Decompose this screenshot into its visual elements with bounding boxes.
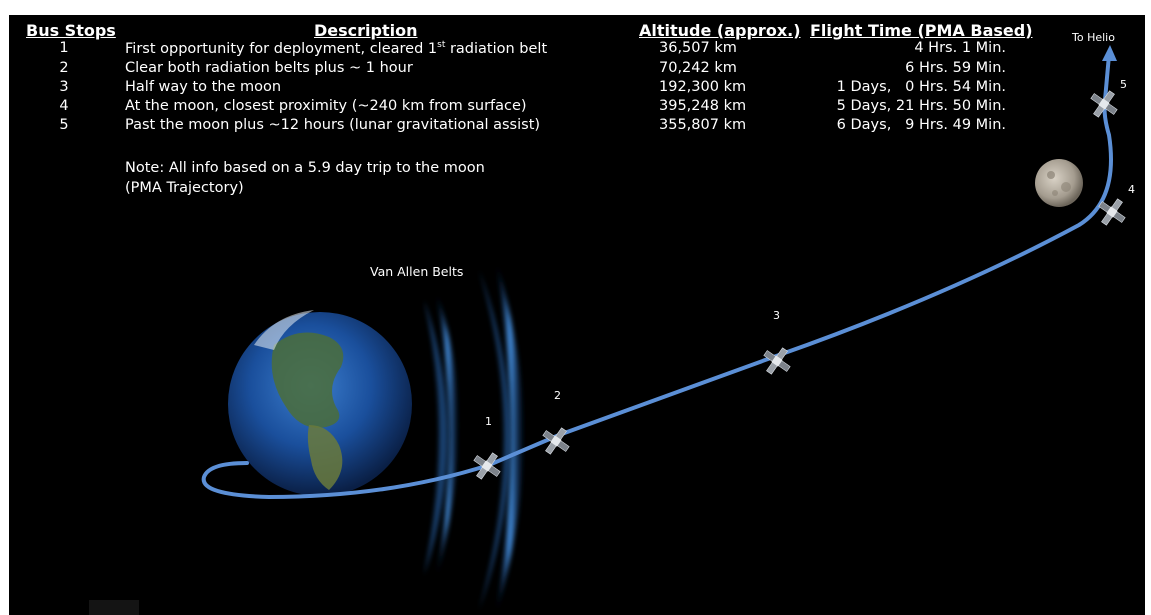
description-text: First opportunity for deployment, cleare… — [125, 40, 438, 57]
description-superscript: st — [437, 40, 446, 50]
trajectory-path — [201, 53, 1113, 500]
stop-description: Half way to the moon — [125, 79, 282, 95]
stop-description: Clear both radiation belts plus ~ 1 hour — [125, 60, 413, 76]
table-row: 3 Half way to the moon 192,300 km 1 Days… — [9, 79, 1145, 98]
stop-flight-time: 5 Days, 21 Hrs. 50 Min. — [836, 98, 1006, 114]
table-row: 5 Past the moon plus ~12 hours (lunar gr… — [9, 117, 1145, 136]
orbit-diagram — [201, 45, 1132, 610]
header-description: Description — [314, 21, 418, 40]
header-altitude: Altitude (approx.) — [639, 21, 801, 40]
stop-number: 2 — [59, 60, 69, 76]
stop-flight-time: 4 Hrs. 1 Min. — [914, 40, 1006, 56]
stop-label-3: 3 — [773, 309, 780, 322]
stop-altitude: 192,300 km — [659, 79, 747, 95]
stop-altitude: 70,242 km — [659, 60, 737, 76]
earth-icon — [228, 310, 412, 496]
header-flight-time: Flight Time (PMA Based) — [810, 21, 1033, 40]
moon-icon — [1035, 159, 1083, 207]
note-line-2: (PMA Trajectory) — [125, 180, 244, 196]
header-bus-stops: Bus Stops — [26, 21, 116, 40]
stop-number: 4 — [59, 98, 69, 114]
stop-label-2: 2 — [554, 389, 561, 402]
trajectory-arrowhead-icon — [1102, 45, 1117, 61]
satellite-icon — [467, 446, 507, 486]
stop-number: 5 — [59, 117, 69, 133]
corner-block — [89, 600, 139, 615]
stop-label-5: 5 — [1120, 78, 1127, 91]
satellite-icon — [1092, 192, 1132, 232]
stop-description: At the moon, closest proximity (~240 km … — [125, 98, 527, 114]
stop-label-1: 1 — [485, 415, 492, 428]
note-line-1: Note: All info based on a 5.9 day trip t… — [125, 160, 485, 176]
table-row: 4 At the moon, closest proximity (~240 k… — [9, 98, 1145, 117]
trip-note: Note: All info based on a 5.9 day trip t… — [125, 158, 485, 198]
to-helio-label: To Helio — [1072, 31, 1115, 44]
stop-description: Past the moon plus ~12 hours (lunar grav… — [125, 117, 541, 133]
stop-flight-time: 1 Days, 0 Hrs. 54 Min. — [836, 79, 1006, 95]
trajectory-diagram: Bus Stops Description Altitude (approx.)… — [9, 15, 1145, 615]
stop-altitude: 355,807 km — [659, 117, 747, 133]
description-text-end: radiation belt — [445, 40, 548, 57]
van-allen-label: Van Allen Belts — [370, 264, 464, 279]
stop-number: 3 — [59, 79, 69, 95]
stop-altitude: 36,507 km — [659, 40, 737, 56]
van-allen-belts-icon — [424, 265, 523, 610]
table-row: 1 First opportunity for deployment, clea… — [9, 40, 1145, 59]
stop-flight-time: 6 Hrs. 59 Min. — [905, 60, 1006, 76]
stop-label-4: 4 — [1128, 183, 1135, 196]
stop-description: First opportunity for deployment, cleare… — [125, 40, 547, 57]
table-row: 2 Clear both radiation belts plus ~ 1 ho… — [9, 60, 1145, 79]
stop-altitude: 395,248 km — [659, 98, 747, 114]
stop-number: 1 — [59, 40, 69, 56]
stop-flight-time: 6 Days, 9 Hrs. 49 Min. — [836, 117, 1006, 133]
